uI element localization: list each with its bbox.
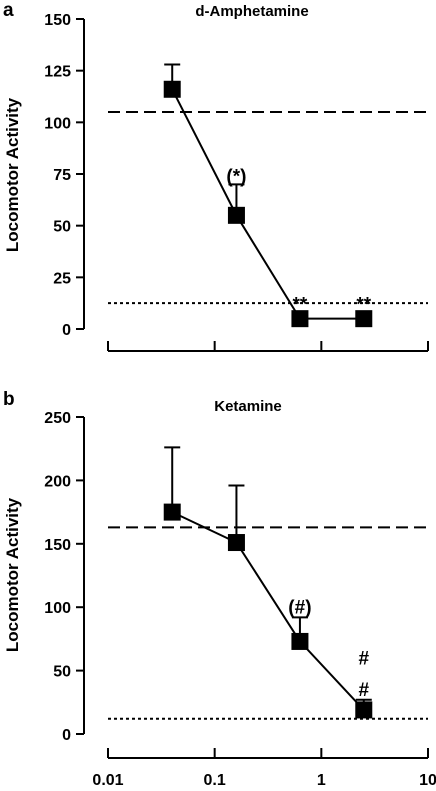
data-point: [163, 80, 181, 98]
chart-title: Ketamine: [214, 398, 282, 415]
panel-a: a d-Amphetamine Locomotor Activity 0 25 50 75 1…: [3, 0, 429, 352]
data-point: [227, 534, 245, 552]
y-tick-label: 250: [44, 410, 71, 427]
series-line: [171, 511, 365, 711]
significance-annotation: (#): [288, 598, 311, 619]
y-tick-label: 100: [44, 600, 71, 617]
y-axis-label: Locomotor Activity: [3, 97, 22, 252]
panel-label: a: [3, 0, 14, 21]
data-point: [163, 503, 181, 521]
series-line: [171, 88, 364, 320]
panel-b: b Ketamine Locomotor Activity 0 50 100 150 200 2…: [3, 389, 436, 789]
significance-annotation: #: [358, 648, 369, 669]
y-tick-label: 150: [44, 12, 71, 29]
y-tick-label: 50: [53, 664, 71, 681]
data-point: [227, 206, 245, 224]
significance-annotation: **: [293, 294, 308, 315]
y-tick-label: 75: [53, 167, 71, 184]
y-tick-label: 200: [44, 473, 71, 490]
y-tick-label: 50: [53, 219, 71, 236]
y-tick-label: 0: [62, 727, 71, 744]
x-tick-label: 10: [419, 772, 436, 789]
y-tick-label: 0: [62, 322, 71, 339]
significance-annotation: **: [356, 294, 371, 315]
y-tick-label: 125: [44, 64, 71, 81]
x-tick-label: 0.1: [204, 772, 226, 789]
chart-title: d-Amphetamine: [195, 3, 308, 20]
panel-label: b: [3, 389, 15, 410]
y-tick-label: 25: [53, 270, 71, 287]
y-axis-label: Locomotor Activity: [3, 497, 22, 652]
data-point: [355, 701, 373, 719]
y-tick-label: 100: [44, 115, 71, 132]
significance-annotation: #: [358, 680, 369, 701]
significance-annotation: (*): [226, 166, 246, 187]
data-point: [355, 310, 373, 328]
data-point: [291, 632, 309, 650]
y-tick-label: 150: [44, 537, 71, 554]
x-tick-label: 1: [317, 772, 326, 789]
x-tick-label: 0.01: [92, 772, 123, 789]
data-point: [291, 310, 309, 328]
